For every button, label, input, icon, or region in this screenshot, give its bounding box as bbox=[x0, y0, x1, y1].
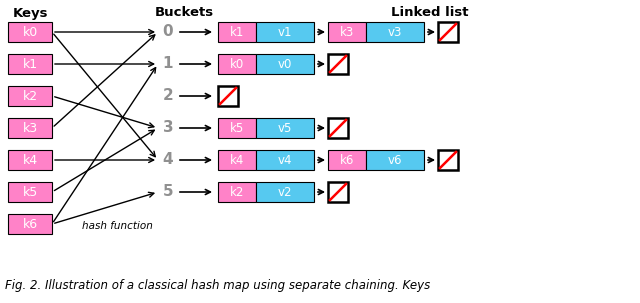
Bar bbox=[328, 118, 348, 138]
Bar bbox=[8, 182, 52, 202]
Bar bbox=[218, 54, 256, 74]
Bar bbox=[328, 182, 348, 202]
Text: 2: 2 bbox=[163, 88, 173, 104]
Text: k3: k3 bbox=[22, 122, 38, 135]
Bar bbox=[8, 150, 52, 170]
Text: v4: v4 bbox=[278, 154, 292, 167]
Bar bbox=[218, 182, 256, 202]
Text: k5: k5 bbox=[22, 185, 38, 198]
Text: 3: 3 bbox=[163, 121, 173, 135]
Text: v6: v6 bbox=[388, 154, 403, 167]
Bar bbox=[8, 54, 52, 74]
Text: k4: k4 bbox=[22, 154, 38, 167]
Bar bbox=[218, 150, 256, 170]
Bar bbox=[366, 22, 424, 42]
Text: Fig. 2. Illustration of a classical hash map using separate chaining. Keys: Fig. 2. Illustration of a classical hash… bbox=[5, 279, 430, 292]
Bar bbox=[8, 22, 52, 42]
Text: Linked list: Linked list bbox=[391, 6, 468, 19]
Bar bbox=[218, 22, 256, 42]
Text: k6: k6 bbox=[340, 154, 354, 167]
Text: v1: v1 bbox=[278, 25, 292, 38]
Text: k3: k3 bbox=[340, 25, 354, 38]
Bar bbox=[256, 118, 314, 138]
Text: 4: 4 bbox=[163, 152, 173, 168]
Text: 5: 5 bbox=[163, 185, 173, 199]
Bar bbox=[256, 182, 314, 202]
Bar bbox=[8, 214, 52, 234]
Bar bbox=[438, 150, 458, 170]
Bar bbox=[256, 150, 314, 170]
Bar bbox=[328, 54, 348, 74]
Text: k1: k1 bbox=[230, 25, 244, 38]
Text: k5: k5 bbox=[230, 122, 244, 135]
Text: Buckets: Buckets bbox=[154, 6, 214, 19]
Bar bbox=[8, 118, 52, 138]
Text: k2: k2 bbox=[22, 89, 38, 102]
Text: hash function: hash function bbox=[82, 221, 153, 231]
Text: v0: v0 bbox=[278, 58, 292, 71]
Text: 1: 1 bbox=[163, 56, 173, 72]
Text: k0: k0 bbox=[22, 25, 38, 38]
Bar bbox=[366, 150, 424, 170]
Text: v5: v5 bbox=[278, 122, 292, 135]
Bar bbox=[438, 22, 458, 42]
Bar bbox=[218, 118, 256, 138]
Text: v3: v3 bbox=[388, 25, 402, 38]
Text: 0: 0 bbox=[163, 25, 173, 39]
Text: v2: v2 bbox=[278, 185, 292, 198]
Bar bbox=[8, 86, 52, 106]
Text: k0: k0 bbox=[230, 58, 244, 71]
Text: k4: k4 bbox=[230, 154, 244, 167]
Bar bbox=[328, 150, 366, 170]
Bar bbox=[218, 86, 238, 106]
Bar bbox=[328, 22, 366, 42]
Bar bbox=[256, 22, 314, 42]
Text: k1: k1 bbox=[22, 58, 38, 71]
Text: k2: k2 bbox=[230, 185, 244, 198]
Bar bbox=[256, 54, 314, 74]
Text: k6: k6 bbox=[22, 218, 38, 231]
Text: Keys: Keys bbox=[12, 6, 48, 19]
